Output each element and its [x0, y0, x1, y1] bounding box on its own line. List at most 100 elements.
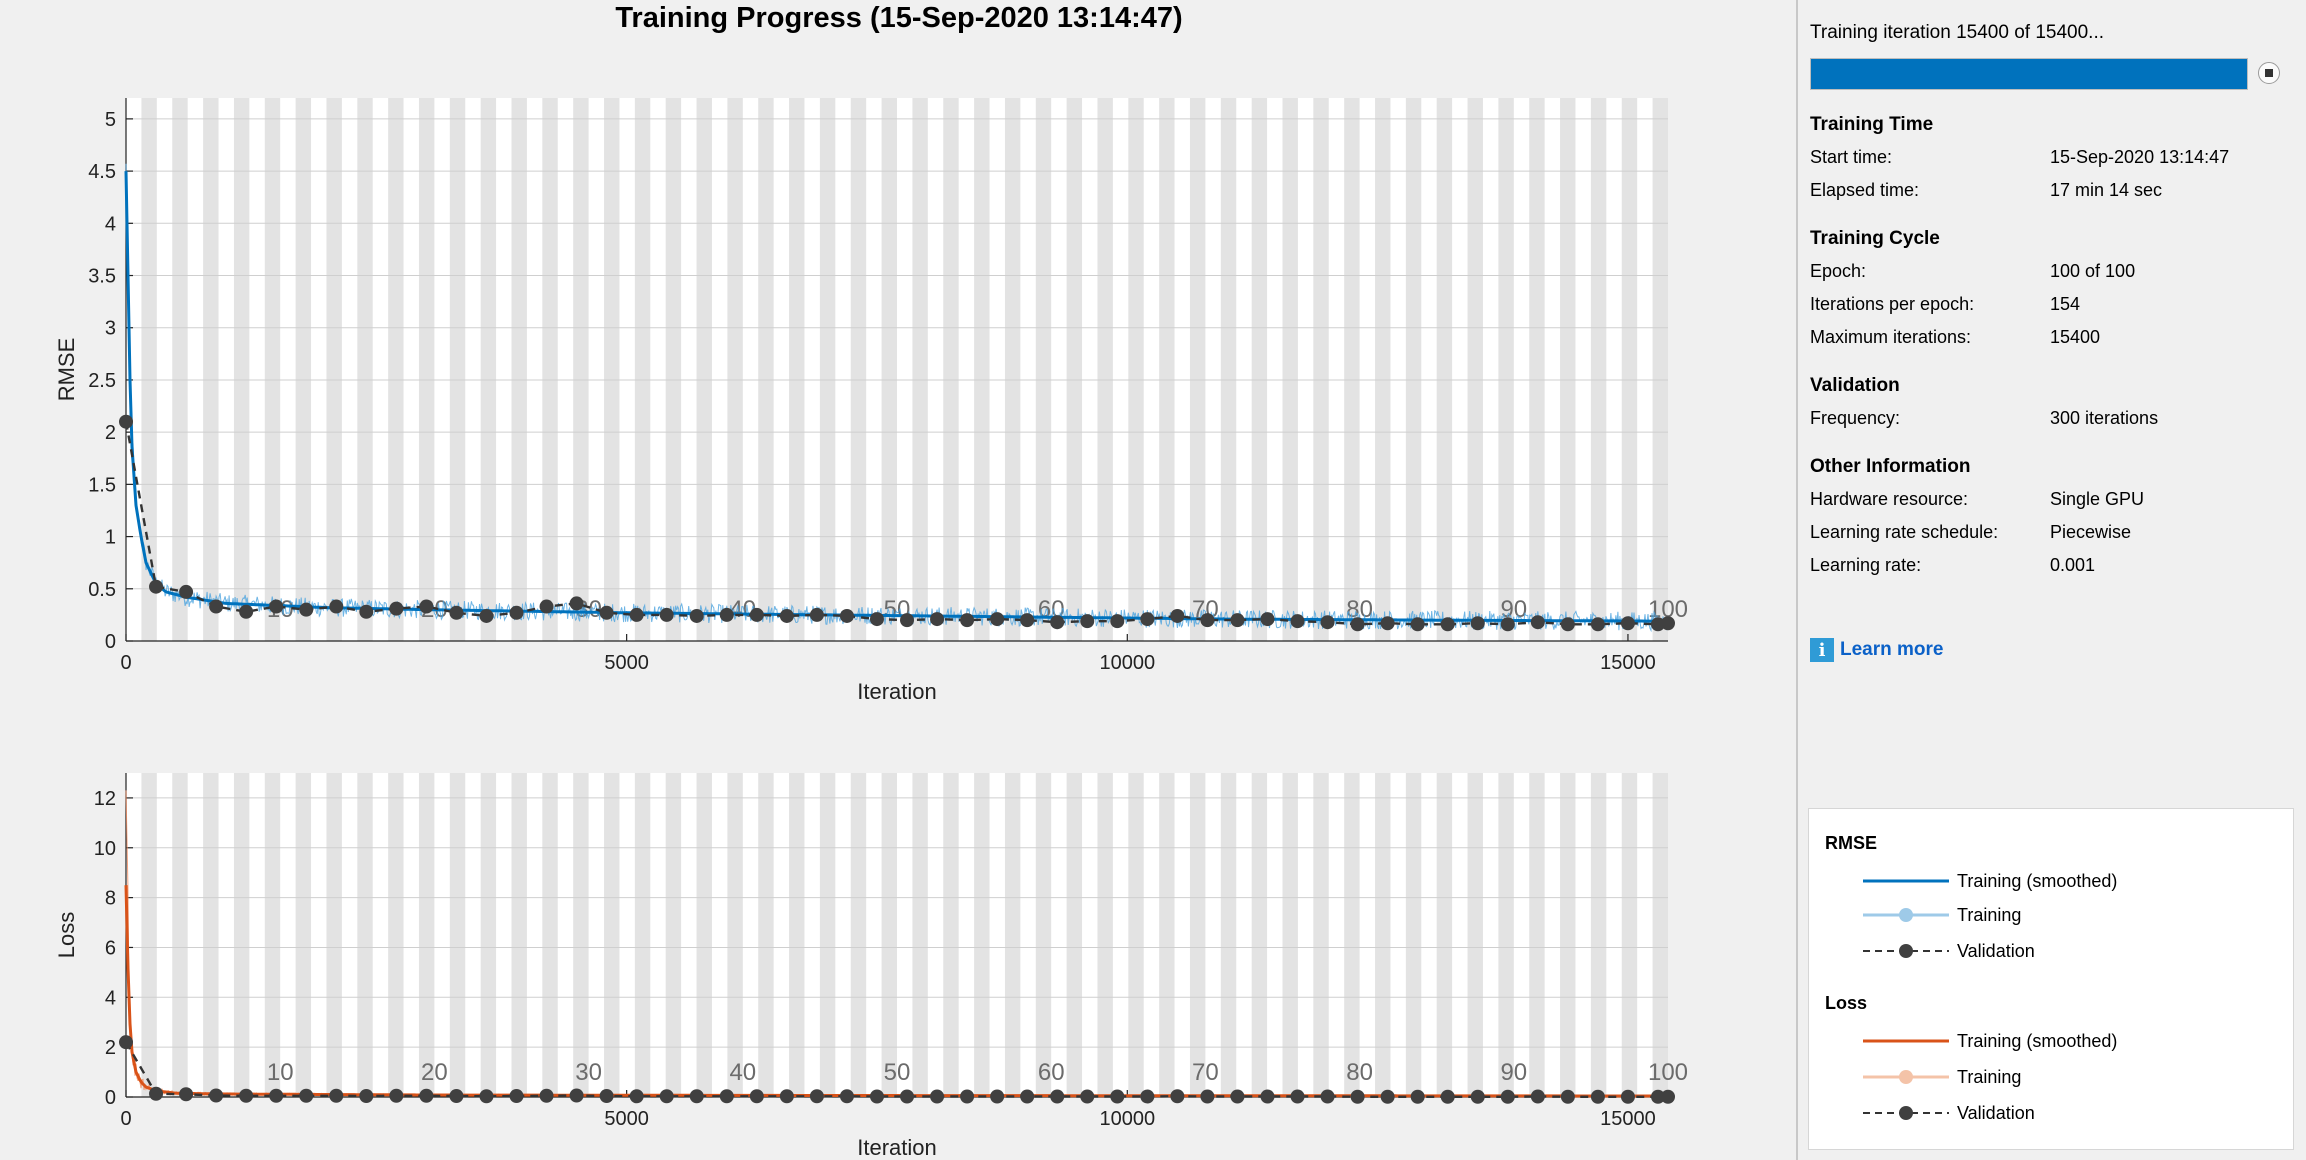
- info-value: 0.001: [2050, 555, 2096, 575]
- validation-point: [389, 601, 404, 616]
- validation-point: [1620, 616, 1635, 631]
- epoch-label: 60: [1038, 1059, 1065, 1086]
- epoch-band: [295, 773, 312, 1097]
- epoch-band: [203, 98, 219, 641]
- validation-point: [449, 1089, 464, 1104]
- epoch-band: [1220, 98, 1237, 641]
- validation-point: [1350, 1089, 1365, 1104]
- validation-point: [749, 1089, 764, 1104]
- validation-point: [629, 607, 644, 622]
- legend-line-rmse-smoothed: [1863, 879, 1949, 883]
- epoch-band: [1467, 773, 1483, 1097]
- validation-point: [809, 1089, 824, 1104]
- validation-point: [1410, 1089, 1425, 1104]
- epoch-band: [1282, 773, 1298, 1097]
- y-tick-label: 1.5: [88, 474, 116, 496]
- epoch-label: 40: [729, 1059, 756, 1086]
- validation-point: [1080, 614, 1095, 629]
- validation-point: [869, 612, 884, 627]
- y-tick-label: 5: [105, 109, 116, 131]
- y-tick-label: 6: [105, 937, 116, 959]
- x-tick-label: 15000: [1600, 1108, 1656, 1130]
- y-tick-label: 4.5: [88, 161, 116, 183]
- epoch-band: [141, 773, 157, 1097]
- section-title-training-cycle: Training Cycle: [1810, 228, 1940, 249]
- epoch-band: [1375, 98, 1391, 641]
- epoch-band: [326, 98, 342, 641]
- epoch-band: [1375, 773, 1391, 1097]
- validation-point: [1260, 1089, 1275, 1104]
- info-icon: i: [1810, 638, 1834, 662]
- epoch-band: [758, 773, 774, 1097]
- validation-point: [1230, 613, 1245, 628]
- legend-label: Training: [1957, 1066, 2022, 1087]
- legend-label: Training: [1957, 904, 2022, 925]
- stop-training-button[interactable]: [2258, 62, 2280, 84]
- validation-point: [1530, 615, 1545, 630]
- info-label: Start time:: [1810, 147, 1893, 167]
- y-tick-label: 0.5: [88, 579, 116, 601]
- stop-icon: [2265, 69, 2273, 77]
- epoch-band: [388, 773, 404, 1097]
- epoch-band: [1621, 773, 1638, 1097]
- epoch-band: [233, 98, 250, 641]
- epoch-band: [850, 98, 867, 641]
- y-tick-label: 10: [94, 838, 116, 860]
- validation-point: [329, 599, 344, 614]
- validation-point: [1170, 1089, 1185, 1104]
- validation-point: [779, 1089, 794, 1104]
- epoch-band: [1313, 773, 1329, 1097]
- epoch-band: [418, 98, 435, 641]
- x-tick-label: 5000: [604, 652, 649, 674]
- validation-point: [449, 605, 464, 620]
- epoch-band: [943, 98, 959, 641]
- epoch-band: [480, 98, 497, 641]
- validation-point: [719, 1089, 734, 1104]
- validation-point: [689, 608, 704, 623]
- epoch-band: [912, 98, 928, 641]
- validation-point: [659, 607, 674, 622]
- epoch-band: [357, 98, 373, 641]
- learn-more-label: Learn more: [1840, 639, 1944, 660]
- epoch-band: [295, 98, 312, 641]
- validation-point: [179, 1087, 194, 1102]
- validation-point: [1560, 1089, 1575, 1104]
- legend-item: Training (smoothed): [1861, 1029, 2117, 1053]
- validation-point: [149, 1086, 164, 1101]
- epoch-band: [1189, 773, 1206, 1097]
- section-title-training-time: Training Time: [1810, 114, 1934, 135]
- validation-point: [239, 1088, 254, 1103]
- legend-title-loss: Loss: [1825, 993, 1868, 1013]
- learn-more-link[interactable]: i Learn more: [1810, 638, 1943, 662]
- epoch-band: [141, 98, 157, 641]
- x-axis-label: Iteration: [857, 1135, 937, 1160]
- epoch-band: [604, 773, 620, 1097]
- epoch-band: [1436, 98, 1453, 641]
- epoch-band: [1220, 773, 1237, 1097]
- epoch-band: [1128, 98, 1144, 641]
- validation-point: [900, 613, 915, 628]
- y-tick-label: 4: [105, 213, 116, 235]
- epoch-band: [264, 773, 281, 1097]
- validation-point: [839, 1089, 854, 1104]
- epoch-band: [1405, 98, 1422, 641]
- x-tick-label: 0: [120, 1108, 131, 1130]
- validation-point: [359, 1089, 374, 1104]
- validation-point: [599, 605, 614, 620]
- validation-point: [1020, 1089, 1035, 1104]
- info-label: Frequency:: [1810, 408, 1901, 428]
- epoch-band: [789, 98, 805, 641]
- validation-point: [1320, 1089, 1335, 1104]
- validation-point: [1290, 1089, 1305, 1104]
- x-tick-label: 10000: [1099, 652, 1155, 674]
- x-tick-label: 0: [120, 652, 131, 674]
- epoch-band: [758, 98, 774, 641]
- training-smoothed-line: [124, 171, 1668, 623]
- page-title: Training Progress (15-Sep-2020 13:14:47): [615, 2, 1183, 34]
- validation-point: [1470, 1089, 1485, 1104]
- validation-point: [990, 612, 1005, 627]
- validation-point: [1350, 617, 1365, 632]
- validation-point: [569, 596, 584, 611]
- validation-point: [1530, 1089, 1545, 1104]
- epoch-band: [1004, 773, 1021, 1097]
